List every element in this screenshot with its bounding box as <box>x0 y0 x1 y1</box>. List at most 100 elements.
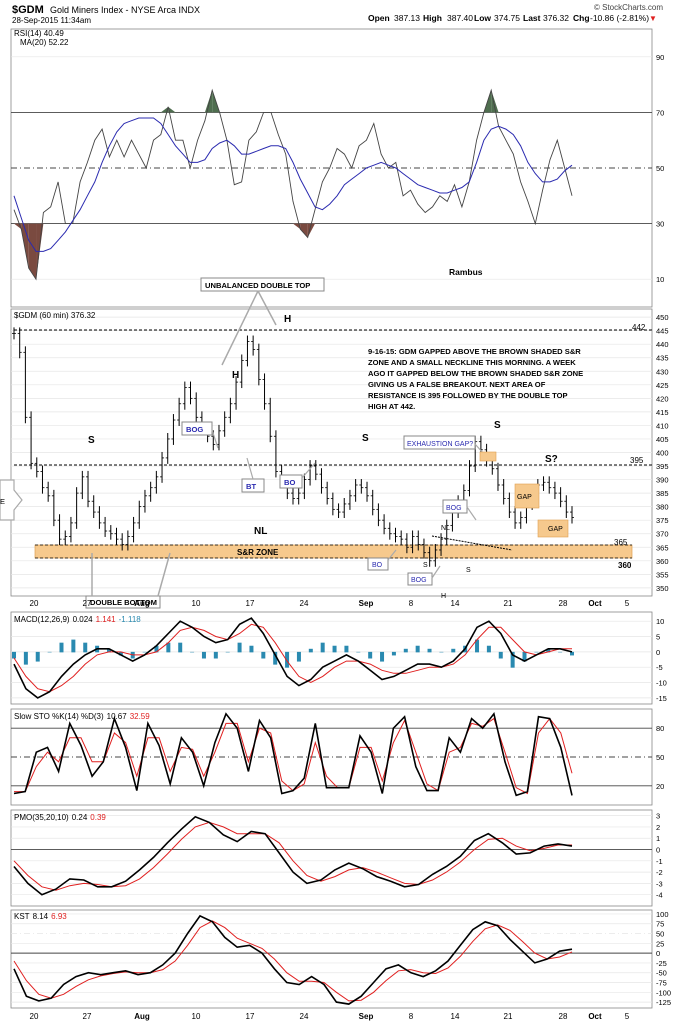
price-tick-14: 380 <box>656 503 669 512</box>
price-grid: 450 445 440 435 430 425 420 415 410 405 400 395 390 3… <box>11 313 669 593</box>
rsi-tick-2: 50 <box>656 164 664 173</box>
bottom-x-label-12: 5 <box>625 1012 630 1021</box>
chart-date: 28-Sep-2015 11:34am <box>12 16 91 25</box>
rsi-grid: 90 70 50 30 10 <box>11 53 664 284</box>
rsi-over-fill-65 <box>491 90 499 113</box>
kst-tick-8: -100 <box>656 988 671 997</box>
pmo-frame <box>10 809 653 907</box>
mid-x-label-10: 28 <box>559 599 568 608</box>
pmo-tick-3: 0 <box>656 846 660 855</box>
mid-x-label-5: 24 <box>300 599 309 608</box>
mid-x-label-9: 21 <box>504 599 513 608</box>
macd-tick-5: -15 <box>656 694 667 703</box>
macd-v3: -1.118 <box>119 615 142 624</box>
macd-hist-bar-14 <box>178 642 183 653</box>
sto-v2: 32.59 <box>130 712 151 721</box>
macd-hist-bar-11 <box>142 651 147 653</box>
db-pointer-right <box>157 552 171 597</box>
analysis-note-line-2: AGO IT GAPPED BELOW THE BROWN SHADED S&R… <box>368 369 583 378</box>
mid-x-axis: 20 27 Aug 10 17 24 Sep 8 14 21 28 Oct 5 <box>30 599 630 608</box>
exhaustion-box <box>403 435 476 450</box>
last-label: Last <box>523 13 541 23</box>
macd-label: MACD(12,26,9) <box>14 615 70 624</box>
macd-frame <box>10 611 653 705</box>
macd-hist-bar-45 <box>546 648 551 653</box>
bog-label-1: BOG <box>186 425 203 434</box>
mid-x-label-6: Sep <box>359 599 374 608</box>
level-360: 360 <box>618 561 632 570</box>
kst-tick-2: 50 <box>656 930 664 939</box>
price-tick-15: 375 <box>656 516 669 525</box>
bo-box-2 <box>367 557 389 571</box>
udt-pointer-left <box>221 290 259 366</box>
bo-pointer-2 <box>387 549 397 561</box>
nl-small-label: NL <box>441 525 450 532</box>
sto-v1: 10.67 <box>107 712 128 721</box>
mid-x-label-7: 8 <box>409 599 414 608</box>
bo-label-1: BO <box>284 478 295 487</box>
macd-legend: MACD(12,26,9) 0.024 1.141 -1.118 <box>14 615 141 624</box>
h-left-label: H <box>232 370 239 381</box>
gap-box-2 <box>537 519 569 538</box>
macd-line <box>13 617 573 699</box>
mid-x-label-4: 17 <box>246 599 255 608</box>
price-tick-7: 415 <box>656 408 669 417</box>
macd-hist-bar-0 <box>12 651 16 659</box>
rsi-tick-4: 10 <box>656 275 664 284</box>
rsi-panel: 90 70 50 30 10 RSI(14) 40.49 MA(20) 52.22 Ra… <box>10 3 664 308</box>
kst-line <box>13 914 573 1005</box>
kst-tick-4: 0 <box>656 949 660 958</box>
macd-hist-bar-35 <box>427 648 432 653</box>
watermark: © StockCharts.com <box>594 3 663 12</box>
price-legend: $GDM (60 min) 376.32 <box>14 311 96 320</box>
analysis-note: 9-16-15: GDM GAPPED ABOVE THE BROWN SHAD… <box>368 347 583 411</box>
mid-x-label-1: 27 <box>83 599 92 608</box>
macd-hist-bar-17 <box>213 651 218 659</box>
rsi-under-fill-38 <box>293 223 301 230</box>
macd-hist-bar-26 <box>320 642 325 653</box>
pmo-line <box>13 815 573 896</box>
macd-hist-bar-37 <box>451 648 456 653</box>
kst-tick-6: -50 <box>656 969 667 978</box>
pmo-tick-0: 3 <box>656 812 660 821</box>
bottom-x-label-9: 21 <box>504 1012 513 1021</box>
price-tick-20: 350 <box>656 584 669 593</box>
double-bottom-box <box>85 595 161 609</box>
macd-hist-bar-36 <box>439 651 444 653</box>
sto-k-line <box>13 711 573 797</box>
sto-tick-1: 50 <box>656 753 664 762</box>
price-tick-2: 440 <box>656 340 669 349</box>
pmo-v2: 0.39 <box>90 813 106 822</box>
mid-x-label-11: Oct <box>588 599 602 608</box>
macd-hist-bar-44 <box>534 651 539 653</box>
price-tick-6: 420 <box>656 394 669 403</box>
price-panel: 450 445 440 435 430 425 420 415 410 405 400 395 390 3… <box>0 277 669 609</box>
macd-hist-bar-12 <box>154 645 159 653</box>
analysis-note-line-1: ZONE AND A SMALL NECKLINE THIS MORNING. … <box>368 358 576 367</box>
macd-v2: 1.141 <box>96 615 117 624</box>
macd-tick-4: -10 <box>656 679 667 688</box>
price-tick-8: 410 <box>656 421 669 430</box>
macd-hist-bar-31 <box>380 651 385 662</box>
rsi-over-fill-20 <box>160 106 169 113</box>
down-arrow-icon: ▼ <box>649 14 657 23</box>
kst-v1: 8.14 <box>33 912 49 921</box>
bottom-x-label-11: Oct <box>588 1012 602 1021</box>
macd-hist-bar-29 <box>356 651 361 653</box>
macd-hist-bar-41 <box>498 651 503 659</box>
gap-box-1 <box>514 483 540 509</box>
mid-x-label-12: 5 <box>625 599 630 608</box>
s-question-label: S? <box>545 454 558 465</box>
macd-hist-bar-2 <box>35 651 40 662</box>
high-label: High <box>423 13 442 23</box>
rsi-under-fill-2 <box>28 223 37 280</box>
macd-v1: 0.024 <box>73 615 94 624</box>
e-callout-shape <box>0 479 23 521</box>
pmo-tick-5: -2 <box>656 868 663 877</box>
low-value: 374.75 <box>494 13 520 23</box>
price-tick-4: 430 <box>656 367 669 376</box>
macd-hist-bar-47 <box>570 651 574 656</box>
